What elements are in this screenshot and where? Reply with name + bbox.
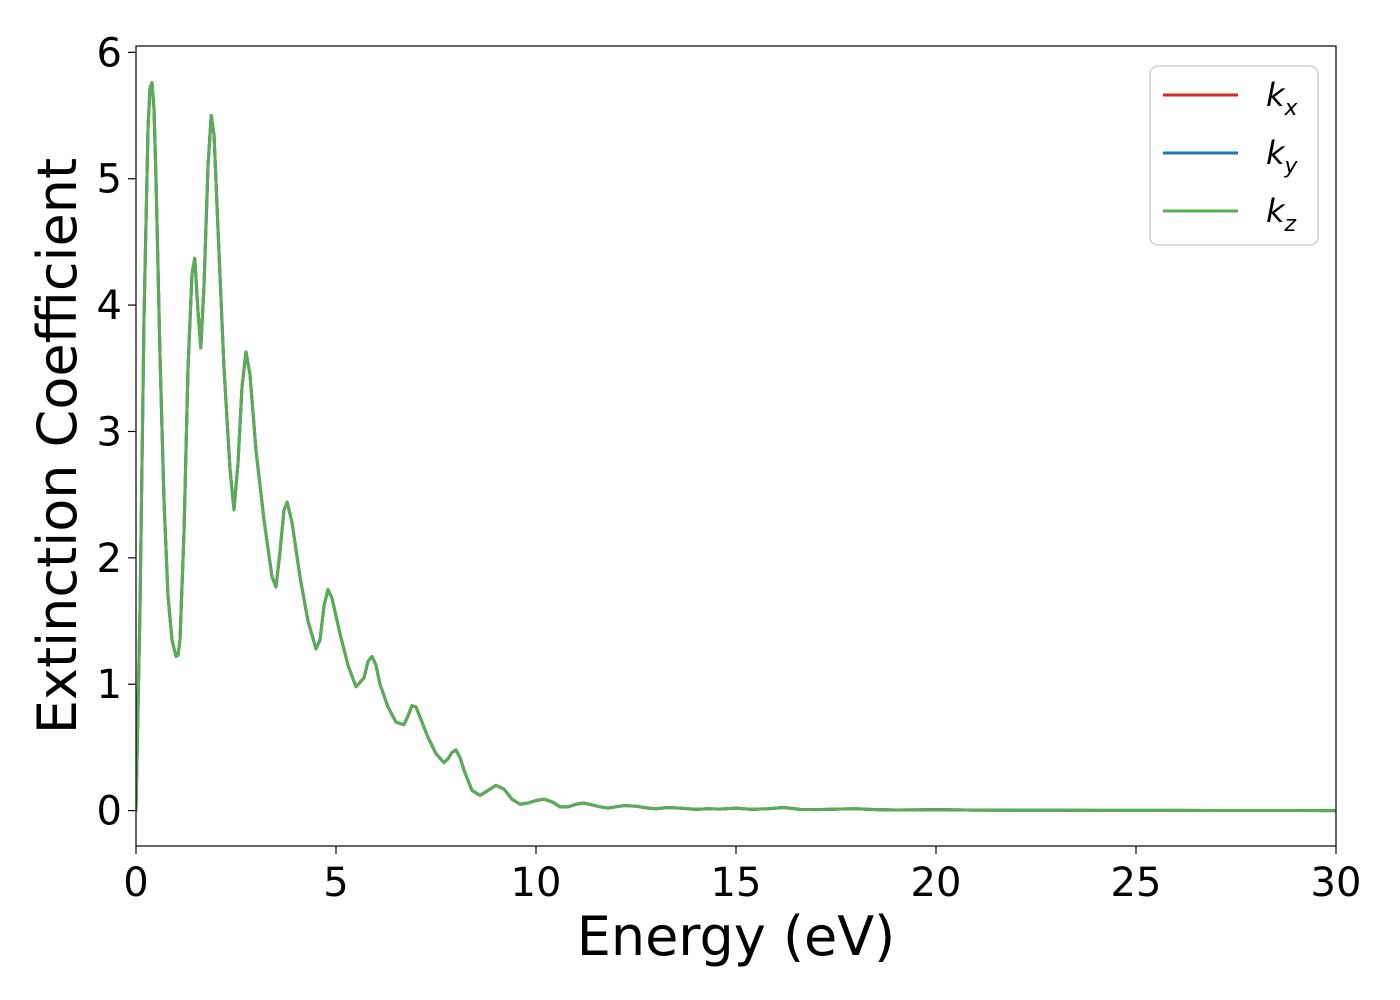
x-tick-label: 10 — [511, 860, 562, 906]
x-axis-title: Energy (eV) — [577, 905, 896, 968]
series-line-k-z — [136, 81, 1336, 813]
x-tick-label: 25 — [1111, 860, 1162, 906]
x-tick-label: 5 — [323, 860, 348, 906]
legend-label-k-y: ky — [1266, 134, 1299, 179]
y-tick-label: 1 — [97, 662, 122, 708]
y-axis: 0 1 2 3 4 5 6 — [97, 30, 136, 835]
x-tick-label: 15 — [711, 860, 762, 906]
y-tick-label: 0 — [97, 789, 122, 835]
plot-area — [135, 45, 1337, 847]
y-tick-label: 3 — [97, 409, 122, 455]
y-tick-label: 6 — [97, 30, 122, 76]
y-tick-label: 2 — [97, 536, 122, 582]
plot-background — [136, 46, 1336, 846]
y-tick-label: 5 — [97, 157, 122, 203]
x-tick-label: 30 — [1311, 860, 1362, 906]
legend-label-k-x: kx — [1266, 76, 1299, 121]
x-axis: 0 5 10 15 20 25 30 — [123, 846, 1361, 906]
x-tick-label: 20 — [911, 860, 962, 906]
y-axis-title: Extinction Coefficient — [26, 158, 89, 734]
legend-label-k-z: kz — [1266, 192, 1297, 237]
y-tick-label: 4 — [97, 283, 122, 329]
series-layer — [136, 81, 1336, 813]
x-tick-label: 0 — [123, 860, 148, 906]
legend: kx ky kz — [1149, 65, 1319, 246]
legend-box — [1149, 65, 1319, 246]
